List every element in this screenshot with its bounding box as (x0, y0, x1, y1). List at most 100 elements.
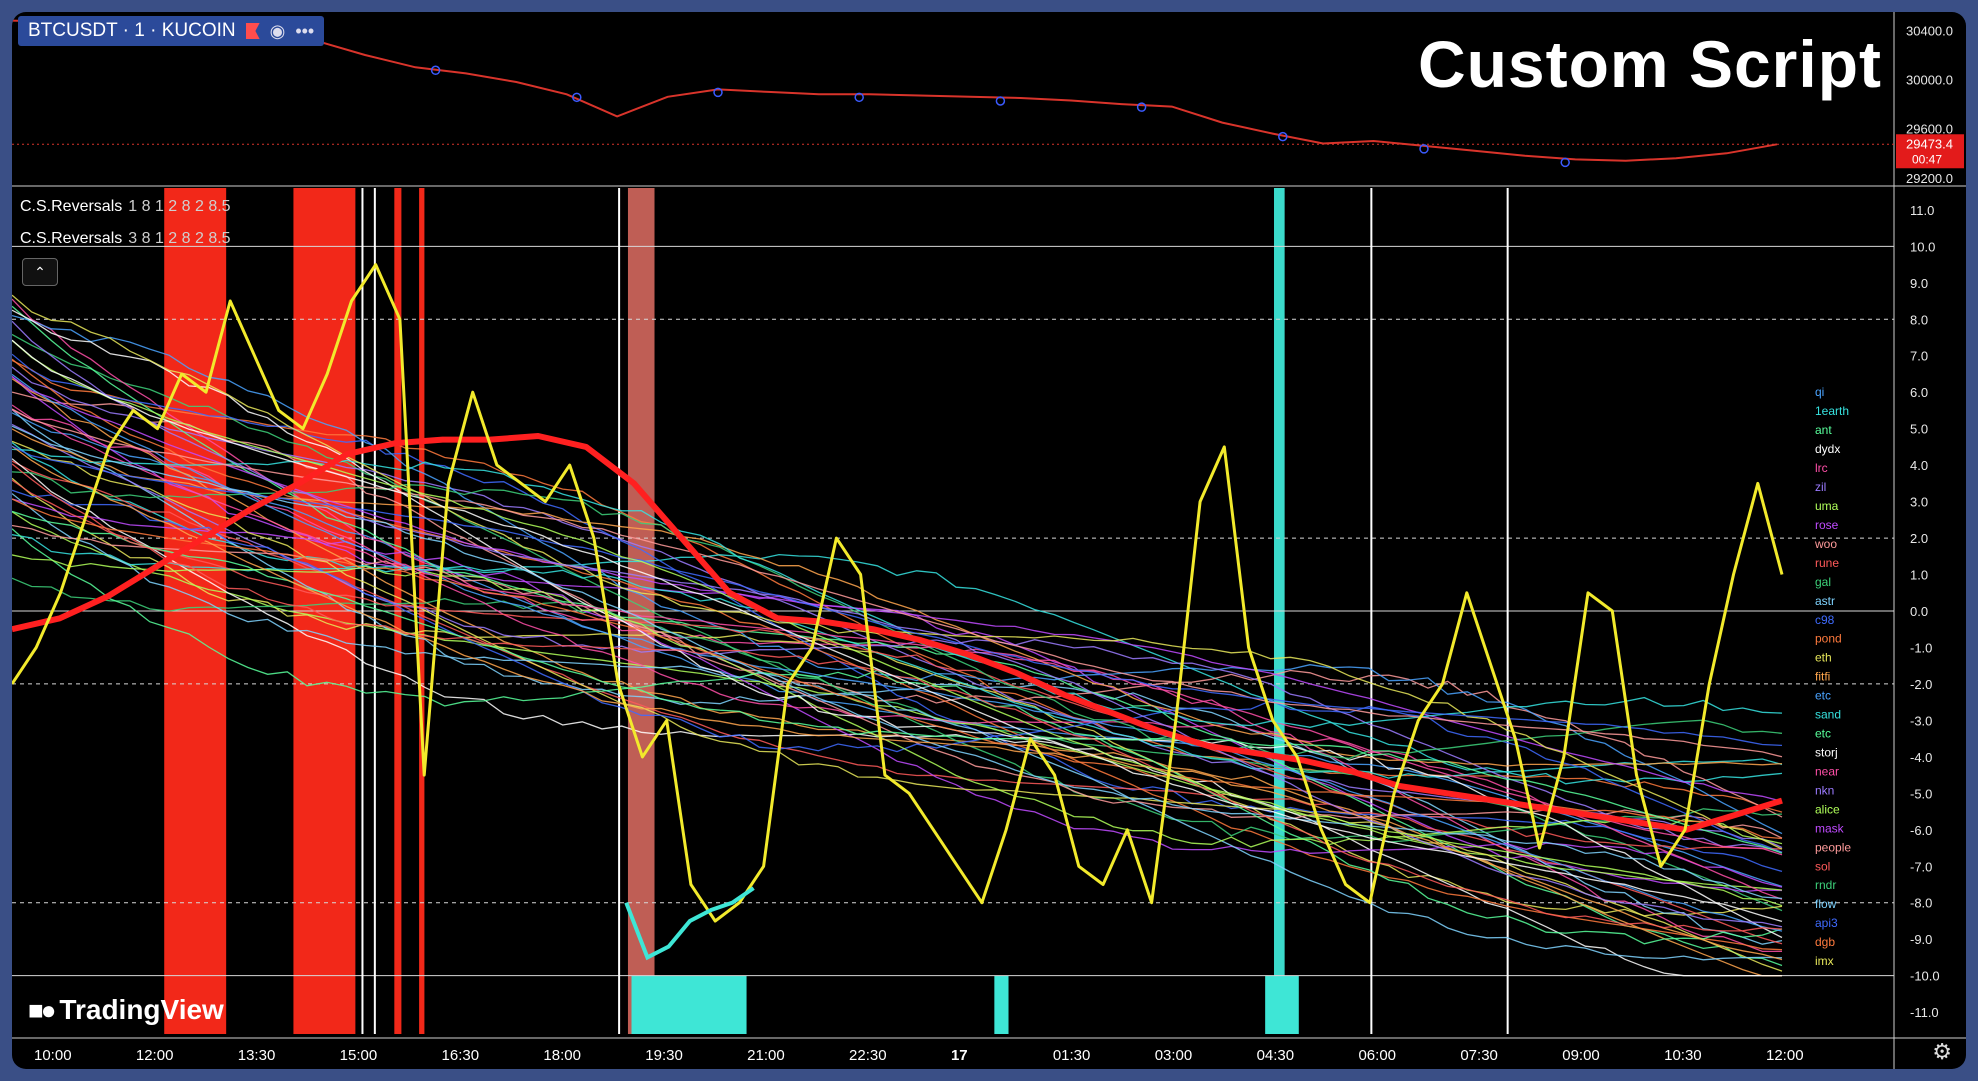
oversold-block (1265, 975, 1299, 1034)
collapse-legend-button[interactable]: ⌃ (22, 258, 58, 286)
price-countdown: 00:47 (1912, 152, 1942, 166)
x-tick-label: 19:30 (645, 1047, 683, 1064)
symbol-line (12, 404, 1783, 856)
symbol-line (12, 477, 1783, 917)
symbol-label: alice (1815, 802, 1840, 816)
symbol-label: qi (1815, 385, 1824, 399)
chart-canvas[interactable]: 30400.0 30000.0 29600.0 29200.0 29473.400:47… (12, 12, 1966, 1069)
symbol-line (12, 373, 1783, 932)
price-badge-value: 29473.4 (1906, 136, 1953, 151)
y-tick-label: -11.0 (1910, 1005, 1939, 1020)
signal-marker (995, 96, 1006, 106)
symbol-line (12, 445, 1783, 747)
symbol-line (12, 445, 1783, 961)
signal-marker (1560, 157, 1570, 168)
more-icon[interactable]: ••• (295, 20, 315, 41)
symbol-label: ant (1815, 423, 1832, 437)
y-tick-label: -1.0 (1910, 640, 1932, 655)
symbol-line (12, 339, 1783, 907)
indicator-legend-2[interactable]: C.S.Reversals 3 8 1 2 8 2 8.5 (20, 230, 231, 248)
symbol-line (12, 498, 1783, 888)
y-tick-label: 29600.0 (1906, 122, 1953, 137)
x-tick-label: 22:30 (849, 1047, 887, 1064)
symbol-label: rune (1815, 556, 1839, 570)
symbol-line (12, 366, 1783, 849)
symbol-label: uma (1815, 499, 1839, 513)
chart-title: Custom Script (1417, 27, 1882, 101)
symbol-label: rndr (1815, 878, 1836, 892)
indicator-name: C.S.Reversals (20, 230, 123, 247)
symbol-line (12, 358, 1783, 951)
symbol-label: woo (1814, 537, 1837, 551)
indicator-name: C.S.Reversals (20, 198, 123, 215)
symbol-line (12, 528, 1783, 945)
symbol-line (12, 425, 1783, 900)
x-tick-label: 13:30 (238, 1047, 276, 1064)
x-tick-label: 10:00 (34, 1047, 72, 1064)
symbol-label: mask (1815, 821, 1845, 835)
x-tick-label: 04:30 (1257, 1047, 1295, 1064)
symbol-label: etc (1815, 727, 1831, 741)
symbol-label: sol (1815, 859, 1830, 873)
oversold-block (631, 975, 747, 1034)
tradingview-logo[interactable]: ■● TradingView (28, 994, 224, 1026)
y-tick-label: 30400.0 (1906, 23, 1953, 38)
x-tick-label: 15:00 (340, 1047, 378, 1064)
x-tick-label: 06:00 (1358, 1047, 1396, 1064)
symbol-line (12, 460, 1783, 945)
symbol-label: flow (1815, 897, 1837, 911)
x-tick-label: 07:30 (1460, 1047, 1498, 1064)
symbol-label: storj (1815, 745, 1838, 759)
y-tick-label: -9.0 (1910, 932, 1932, 947)
symbol-label: api3 (1815, 916, 1838, 930)
chart-frame: 30400.0 30000.0 29600.0 29200.0 29473.4 00:47… (12, 12, 1966, 1069)
y-tick-label: -6.0 (1910, 823, 1932, 838)
symbol-label: lrc (1815, 461, 1828, 475)
eye-icon[interactable]: ◉ (269, 20, 286, 41)
symbol-line (12, 391, 1783, 818)
oversold-line (624, 886, 755, 961)
symbol-line (12, 479, 1783, 850)
symbol-label: fitfi (1815, 670, 1830, 684)
symbol-label: dgb (1815, 935, 1835, 949)
symbol-label: gal (1815, 575, 1831, 589)
y-tick-label: 2.0 (1910, 531, 1928, 546)
indicator-legend-1[interactable]: C.S.Reversals 1 8 1 2 8 2 8.5 (20, 198, 231, 216)
symbol-line (12, 441, 1783, 785)
gear-icon[interactable]: ⚙ (1932, 1039, 1952, 1064)
signal-marker (1136, 102, 1147, 112)
chevron-up-icon: ⌃ (34, 263, 46, 280)
symbol-line (12, 408, 1783, 758)
symbol-selector[interactable]: BTCUSDT · 1 · KUCOIN ◉ ••• (18, 16, 325, 46)
symbol-line (12, 554, 1783, 848)
y-tick-label: -5.0 (1910, 786, 1932, 801)
x-tick-label: 09:00 (1562, 1047, 1600, 1064)
signal-marker (1419, 144, 1429, 154)
y-tick-label: 5.0 (1910, 422, 1928, 437)
signal-marker (572, 92, 582, 103)
x-tick-label: 16:30 (442, 1047, 480, 1064)
logo-mark-icon: ■● (28, 994, 56, 1025)
symbol-label: astr (1815, 594, 1835, 608)
y-tick-label: -4.0 (1910, 750, 1932, 765)
y-tick-label: -7.0 (1910, 859, 1932, 874)
y-tick-label: 6.0 (1910, 385, 1928, 400)
flag-icon[interactable] (245, 23, 260, 39)
symbol-label: pond (1815, 632, 1842, 646)
indicator-params: 3 8 1 2 8 2 8.5 (128, 230, 231, 247)
symbol-label: zil (1815, 480, 1826, 494)
x-tick-label: 03:00 (1155, 1047, 1193, 1064)
symbol-line (12, 463, 1783, 932)
symbol-line (12, 409, 1783, 900)
symbol-label: c98 (1815, 613, 1835, 627)
y-tick-label: 30000.0 (1906, 73, 1953, 88)
signal-marker (1278, 131, 1288, 142)
symbol-line (12, 448, 1783, 728)
signal-marker (854, 92, 864, 103)
average-line (12, 433, 1783, 833)
x-tick-label: 17 (951, 1047, 968, 1064)
x-tick-label: 12:00 (1766, 1047, 1804, 1064)
y-tick-label: -8.0 (1910, 896, 1932, 911)
signal-marker (430, 65, 441, 76)
signal-marker (713, 87, 723, 98)
